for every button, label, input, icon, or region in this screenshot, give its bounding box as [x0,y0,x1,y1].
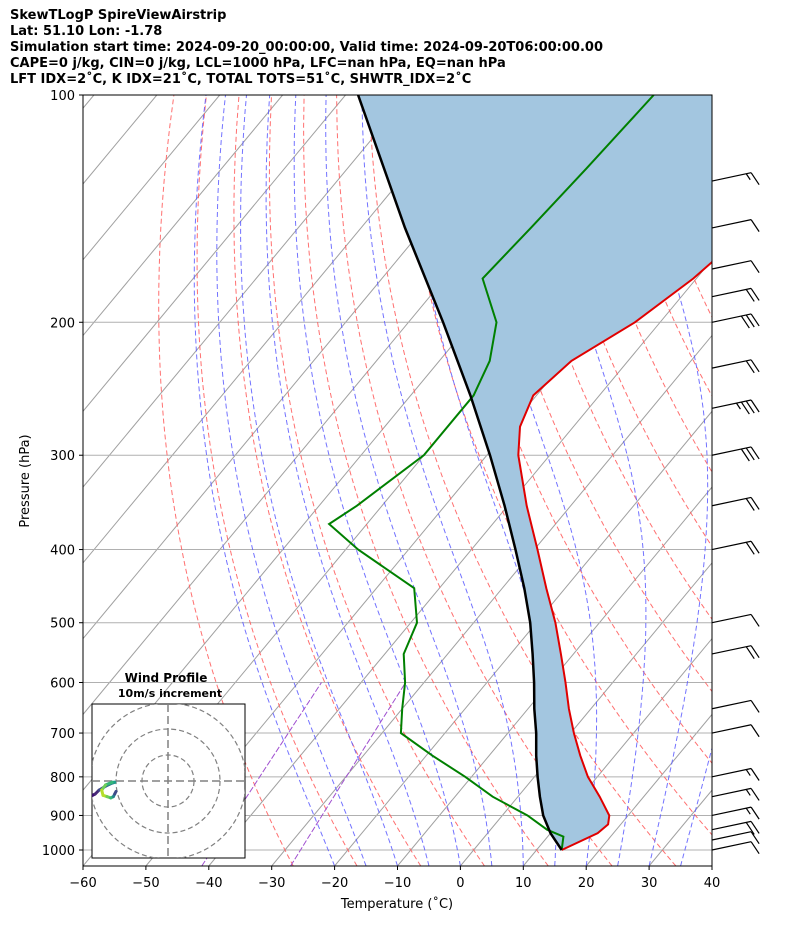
isotherm-line [83,95,409,488]
x-tick-label: 10 [515,876,532,891]
isotherm-line [585,713,712,866]
y-tick-label: 700 [50,727,75,742]
wind-barb [711,806,760,820]
x-tick-label: −50 [132,876,159,891]
dry-adiabat-line [303,95,549,866]
y-axis-label: Pressure (hPa) [18,434,33,527]
isotherm-line [83,95,284,337]
chart-title-block: SkewTLogP SpireViewAirstrip Lat: 51.10 L… [10,8,603,88]
wind-barb [711,820,760,835]
wind-barb [711,313,760,329]
location-text: Lat: 51.10 Lon: -1.78 [10,24,163,39]
axis-ticks: −60 −50 −40 −30 −20 −10 0 10 20 30 40 100 200 300 400 5… [42,89,720,891]
moist-adiabat-line [622,95,709,866]
isotherm-line [711,865,712,866]
wind-profile-inset: Wind Profile 10m/s increment [91,671,246,859]
wind-barb [711,287,760,302]
dry-adiabat-line [196,95,358,866]
isotherm-line [83,95,472,564]
wind-barb [711,645,760,660]
isotherm-line [83,95,346,413]
x-tick-label: 30 [641,876,658,891]
x-tick-label: 0 [456,876,464,891]
moist-adiabat-line [240,95,398,866]
wind-barbs [711,172,760,855]
moist-adiabat-line [293,95,461,866]
inset-subtitle: 10m/s increment [118,687,222,700]
isotherm-line [83,95,221,261]
x-tick-label: −40 [195,876,222,891]
moist-adiabat-line [711,864,712,866]
wind-barb [711,613,760,627]
moist-adiabat-line [405,95,557,866]
moist-adiabat-line [193,95,336,866]
y-tick-label: 1000 [42,844,75,859]
wind-barb [711,841,760,855]
y-tick-label: 500 [50,617,75,632]
x-tick-label: 40 [704,876,721,891]
y-tick-label: 200 [50,316,75,331]
moist-adiabat-line [361,95,524,866]
wind-barb [711,767,760,781]
y-tick-label: 600 [50,677,75,692]
y-tick-label: 300 [50,449,75,464]
isotherm-line [775,95,794,866]
x-axis-label: Temperature (˚C) [340,896,453,912]
wind-barb [711,260,760,274]
x-tick-label: −30 [258,876,285,891]
wind-barb [711,219,760,232]
dewpoint-line [327,95,655,851]
temperature-line [517,260,712,851]
isotherm-line [271,334,712,866]
isotherm-line [83,95,95,109]
dry-adiabat-line [158,95,294,866]
dry-adiabat-line [233,95,422,866]
dry-adiabat-line [466,95,712,693]
wind-barb [711,446,760,462]
chart-title: SkewTLogP SpireViewAirstrip [10,8,227,23]
wind-barb [711,699,760,713]
profile-lines [327,95,712,851]
wind-barb [711,831,760,845]
cape-cin-shade [358,95,712,850]
wind-barb [711,724,760,738]
dry-adiabat-line [498,95,712,621]
x-tick-label: −10 [384,876,411,891]
wind-barb [711,787,760,801]
inset-title: Wind Profile [125,671,208,685]
hodograph-segment [113,789,118,796]
time-text: Simulation start time: 2024-09-20_00:00:… [10,40,603,55]
shaded-area [358,95,712,850]
x-tick-label: −60 [69,876,96,891]
wind-barb [711,496,760,511]
dry-adiabat-line [727,95,794,866]
mixing-ratio-line [290,682,407,866]
wind-barb [711,359,760,374]
isotherm-line [334,410,712,866]
wind-barb [711,172,760,186]
indices-text-1: CAPE=0 j/kg, CIN=0 j/kg, LCL=1000 hPa, L… [10,56,506,71]
wind-barb [711,540,760,555]
moist-adiabat-line [325,95,493,866]
x-tick-label: −20 [321,876,348,891]
moist-adiabat-line [216,95,367,866]
isotherm-line [522,637,712,866]
wind-barb [711,399,760,415]
parcel-line [356,95,563,851]
dry-adiabat-line [760,95,794,866]
indices-text-2: LFT IDX=2˚C, K IDX=21˚C, TOTAL TOTS=51˚C… [10,72,472,87]
dry-adiabat-line [268,95,485,866]
y-tick-label: 400 [50,544,75,559]
dry-adiabat-line [564,95,712,474]
isotherm-line [397,486,712,866]
x-tick-label: 20 [578,876,595,891]
y-tick-label: 900 [50,809,75,824]
moist-adiabat-line [529,95,647,866]
y-tick-label: 100 [50,89,75,104]
moist-adiabat-line [265,95,430,866]
y-tick-label: 800 [50,771,75,786]
dry-adiabat-line [401,95,712,836]
